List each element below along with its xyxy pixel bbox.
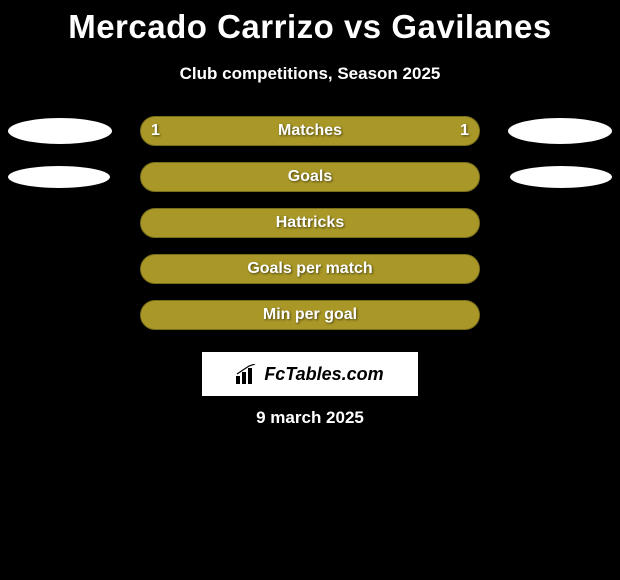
bar-chart-icon bbox=[236, 364, 258, 384]
stat-bar: Goals per match bbox=[140, 254, 480, 284]
player-left-avatar bbox=[8, 118, 112, 144]
stat-row: Min per goal bbox=[0, 300, 620, 330]
brand-box: FcTables.com bbox=[202, 352, 418, 396]
footer-date: 9 march 2025 bbox=[0, 408, 620, 428]
stat-row: Goals bbox=[0, 162, 620, 192]
brand-text: FcTables.com bbox=[264, 364, 383, 385]
stat-label: Matches bbox=[141, 122, 479, 140]
stats-rows: Matches1 1 Goals Hattricks Goals per match Mi… bbox=[0, 116, 620, 330]
stat-bar: Min per goal bbox=[140, 300, 480, 330]
stat-bar: Matches1 1 bbox=[140, 116, 480, 146]
stat-row: Goals per match bbox=[0, 254, 620, 284]
subtitle: Club competitions, Season 2025 bbox=[0, 64, 620, 84]
stat-label: Min per goal bbox=[141, 306, 479, 324]
stat-label: Goals per match bbox=[141, 260, 479, 278]
stat-bar: Hattricks bbox=[140, 208, 480, 238]
stat-label: Goals bbox=[141, 168, 479, 186]
stat-row: Matches1 1 bbox=[0, 116, 620, 146]
stat-left-value: 1 bbox=[141, 117, 170, 145]
stat-bar: Goals bbox=[140, 162, 480, 192]
player-right-avatar bbox=[510, 166, 612, 188]
player-right-avatar bbox=[508, 118, 612, 144]
player-left-avatar bbox=[8, 166, 110, 188]
stat-row: Hattricks bbox=[0, 208, 620, 238]
stat-label: Hattricks bbox=[141, 214, 479, 232]
stat-right-value: 1 bbox=[450, 117, 479, 145]
page-title: Mercado Carrizo vs Gavilanes bbox=[0, 0, 620, 46]
